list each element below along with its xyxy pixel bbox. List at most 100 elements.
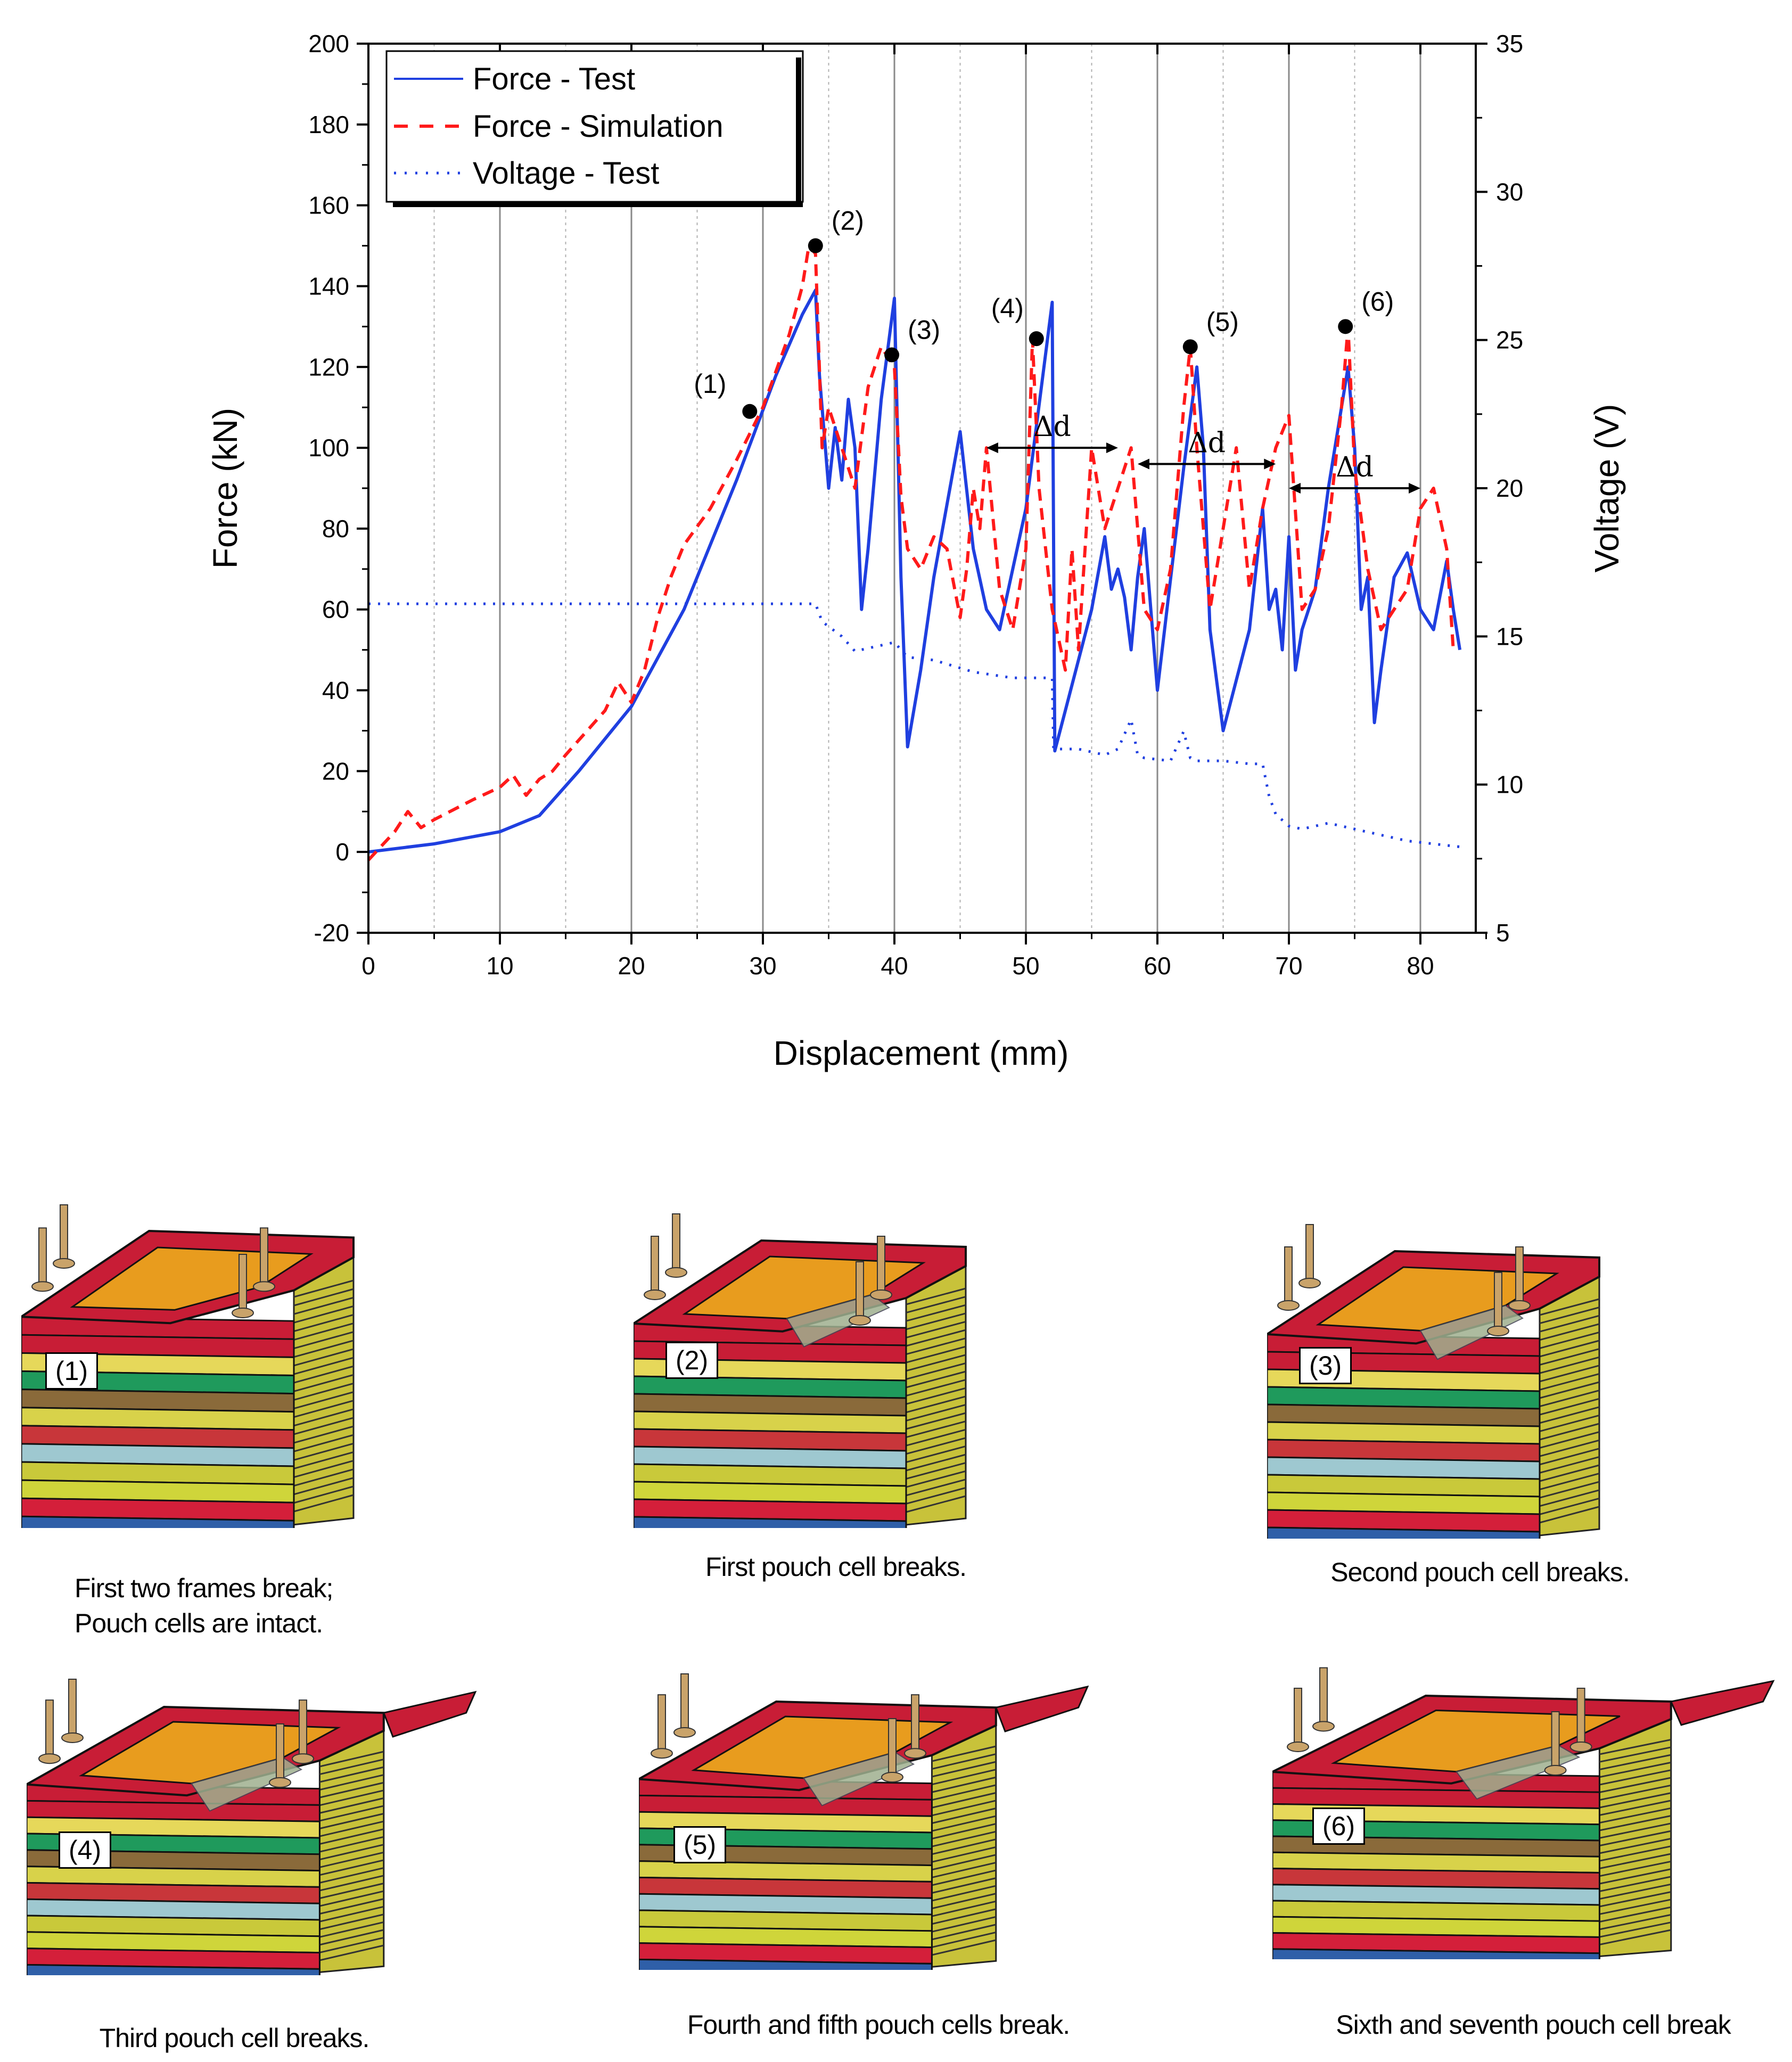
panel-caption-4: Third pouch cell breaks. (80, 2020, 389, 2056)
stack-top-frame (1272, 1680, 1775, 1800)
y2-tick-label-35: 35 (1496, 30, 1523, 57)
x-tick-label-10: 10 (486, 952, 513, 980)
marker-label-5: (5) (1206, 307, 1239, 336)
x-axis-label: Displacement (mm) (774, 1034, 1069, 1072)
panel-caption-1: First two frames break; Pouch cells are i… (75, 1571, 351, 1641)
y-tick-label-100: 100 (308, 434, 349, 462)
interval-arrow-left-2 (1137, 458, 1149, 470)
marker-label-2: (2) (832, 206, 864, 236)
marker-point-2 (808, 238, 823, 253)
panel-caption-5: Fourth and fifth pouch cells break. (650, 2007, 1107, 2042)
panel-label-6: (6) (1312, 1808, 1366, 1845)
series-force-test (368, 289, 1462, 854)
x-tick-label-0: 0 (361, 952, 375, 980)
y-tick-label-180: 180 (308, 111, 349, 138)
x-tick-label-80: 80 (1407, 952, 1434, 980)
y2-tick-label-20: 20 (1496, 474, 1523, 502)
y-tick-label-60: 60 (322, 596, 349, 623)
panel-label-1: (1) (45, 1352, 98, 1390)
y-tick-label-120: 120 (308, 353, 349, 381)
stack-posts (1287, 1667, 1592, 1776)
simulation-panel-6 (1272, 1666, 1783, 1959)
legend-label-voltage: Voltage - Test (473, 156, 659, 191)
stack-posts (651, 1673, 926, 1782)
legend-label-test: Force - Test (473, 62, 635, 96)
y2-tick-label-30: 30 (1496, 178, 1523, 206)
y2-tick-label-25: 25 (1496, 326, 1523, 354)
simulation-panel-1 (21, 1198, 447, 1528)
interval-layer: Δd Δd Δd (986, 411, 1420, 494)
x-tick-label-50: 50 (1012, 952, 1039, 980)
stack-top-frame (27, 1690, 477, 1812)
marker-point-6 (1338, 319, 1353, 334)
interval-label-2: Δd (1188, 427, 1226, 459)
y-axis-label: Force (kN) (206, 408, 244, 569)
stack-side-face (293, 1256, 355, 1526)
marker-label-6: (6) (1361, 286, 1394, 316)
series-voltage-test (368, 602, 1460, 849)
stack-side-face (1539, 1275, 1600, 1537)
marker-point-4 (1029, 331, 1044, 347)
x-tick-label-60: 60 (1144, 952, 1171, 980)
caption-line: First pouch cell breaks. (705, 1552, 967, 1582)
panel-caption-2: First pouch cell breaks. (687, 1549, 985, 1584)
y2-axis-label: Voltage (V) (1588, 404, 1626, 573)
interval-arrow-right-3 (1409, 483, 1420, 494)
series-layer (367, 244, 1462, 861)
stack-top-frame (639, 1685, 1089, 1806)
interval-arrow-right-1 (1106, 442, 1118, 454)
caption-line: Third pouch cell breaks. (99, 2023, 370, 2053)
panel-label-2: (2) (665, 1342, 719, 1379)
legend-label-simulation: Force - Simulation (473, 109, 724, 144)
marker-point-5 (1182, 339, 1198, 355)
y-tick-label-20: 20 (322, 757, 349, 785)
axis-layer: 0 10 20 30 40 50 60 70 80 -20 0 20 40 60 80 100 120 140 16… (308, 30, 1523, 980)
marker-label-3: (3) (908, 315, 940, 345)
panel-label-4: (4) (59, 1831, 112, 1869)
y-tick-label-160: 160 (308, 192, 349, 219)
interval-arrow-left-1 (986, 442, 998, 454)
interval-label-1: Δd (1033, 411, 1071, 443)
panel-caption-6: Sixth and seventh pouch cell break (1304, 2007, 1762, 2042)
caption-line: Sixth and seventh pouch cell break (1336, 2010, 1731, 2040)
x-tick-label-30: 30 (749, 952, 776, 980)
legend: Force - Test Force - Simulation Voltage … (385, 50, 804, 207)
y-tick-label-0: 0 (335, 838, 349, 866)
simulation-panel-4 (27, 1677, 484, 1975)
simulation-panel-2 (634, 1209, 1059, 1528)
stack-front-layers (639, 1778, 933, 1970)
marker-label-4: (4) (991, 293, 1024, 323)
stack-front-layers (1272, 1771, 1600, 1959)
stack-side-face (318, 1729, 385, 1974)
marker-point-1 (742, 404, 758, 419)
stack-posts (1277, 1224, 1531, 1336)
stack-posts (38, 1679, 314, 1788)
caption-line: Pouch cells are intact. (75, 1608, 323, 1638)
y-tick-label-40: 40 (322, 677, 349, 704)
stack-side-face (1598, 1718, 1672, 1958)
x-tick-label-70: 70 (1275, 952, 1302, 980)
y-tick-label-200: 200 (308, 30, 349, 57)
y-tick-label-80: 80 (322, 515, 349, 543)
y-tick-label-140: 140 (308, 272, 349, 300)
interval-label-3: Δd (1336, 451, 1374, 483)
y-tick-label--20: -20 (314, 919, 349, 947)
caption-line: First two frames break; (75, 1573, 333, 1603)
series-force-simulation (367, 244, 1455, 861)
marker-point-3 (884, 347, 900, 363)
stack-posts (644, 1213, 892, 1326)
stack-front-layers (21, 1316, 295, 1528)
panel-label-5: (5) (673, 1826, 727, 1863)
marker-layer: (1) (2) (3) (4) (5) (6) (694, 206, 1394, 419)
caption-line: Fourth and fifth pouch cells break. (687, 2010, 1070, 2040)
stack-side-face (905, 1264, 967, 1526)
stack-top-frame (21, 1229, 355, 1325)
stack-side-face (931, 1724, 997, 1968)
interval-arrow-right-2 (1264, 458, 1276, 470)
stack-posts (31, 1204, 275, 1318)
panel-caption-3: Second pouch cell breaks. (1310, 1555, 1650, 1590)
interval-arrow-left-3 (1289, 483, 1301, 494)
caption-line: Second pouch cell breaks. (1330, 1557, 1630, 1587)
x-tick-label-40: 40 (881, 952, 908, 980)
